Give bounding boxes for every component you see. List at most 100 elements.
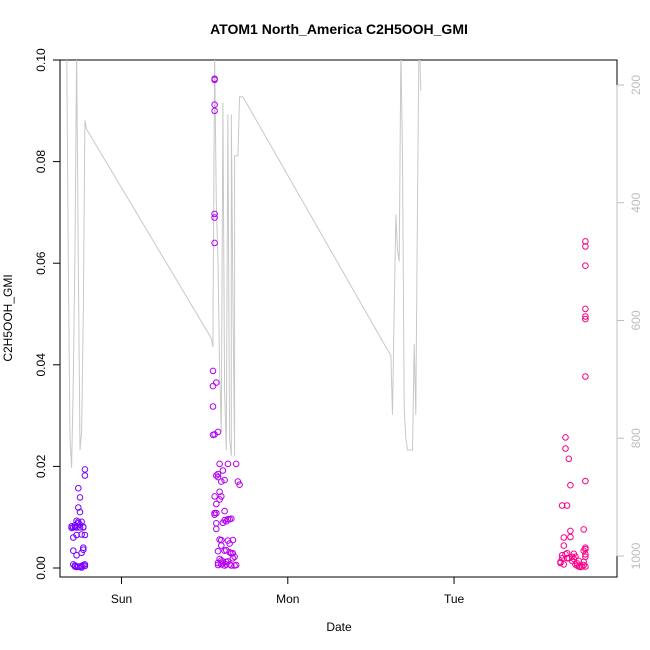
y-tick-label: 0.10: [34, 48, 48, 72]
data-point: [560, 534, 568, 541]
right-tick-label: 400: [629, 192, 643, 212]
data-point: [214, 470, 222, 478]
data-point: [567, 481, 574, 489]
x-tick-label: Sun: [111, 592, 132, 606]
data-point: [558, 555, 566, 562]
data-point: [219, 467, 227, 474]
data-point: [232, 561, 240, 569]
data-point: [224, 460, 232, 468]
data-point: [81, 472, 89, 479]
y-tick-label: 0.08: [34, 150, 48, 174]
data-point: [211, 493, 218, 500]
data-point: [229, 550, 237, 557]
data-point: [209, 403, 217, 410]
data-point: [578, 563, 586, 570]
data-point: [211, 511, 218, 519]
data-point: [580, 561, 588, 569]
data-point: [232, 460, 240, 468]
data-point: [73, 531, 80, 539]
plot-inner: [66, 60, 589, 571]
data-point: [562, 445, 569, 452]
data-point: [211, 101, 218, 108]
data-point: [582, 262, 589, 270]
data-point: [211, 214, 218, 221]
data-point: [218, 493, 225, 500]
y-axis-label: C2H5OOH_GMI: [1, 274, 15, 361]
x-tick-label: Mon: [276, 592, 299, 606]
data-point: [562, 551, 569, 558]
data-point: [582, 551, 589, 558]
data-point: [565, 455, 573, 463]
y-tick-label: 0.02: [34, 454, 48, 478]
data-point: [221, 476, 228, 484]
data-point: [81, 466, 89, 473]
data-point: [213, 379, 220, 386]
data-point: [78, 531, 85, 538]
scatter-series-1: [68, 466, 89, 571]
right-tick-label: 600: [629, 310, 643, 330]
data-point: [76, 494, 84, 501]
data-point: [81, 531, 89, 539]
data-point: [213, 472, 220, 479]
data-point: [214, 428, 222, 436]
data-point: [214, 547, 222, 555]
data-point: [572, 553, 579, 561]
data-point: [582, 477, 589, 485]
data-point: [582, 313, 589, 320]
chart-title: ATOM1 North_America C2H5OOH_GMI: [210, 21, 468, 37]
data-point: [80, 546, 87, 554]
data-point: [582, 305, 589, 313]
data-point: [216, 460, 223, 468]
data-point: [209, 367, 217, 375]
data-point: [81, 562, 89, 570]
right-tick-label: 800: [629, 428, 643, 448]
x-axis-label: Date: [326, 620, 352, 634]
data-point: [582, 553, 589, 561]
y-tick-label: 0.06: [34, 251, 48, 275]
data-point: [582, 544, 589, 552]
data-point: [223, 546, 230, 554]
data-point: [211, 107, 218, 115]
data-point: [218, 536, 225, 544]
data-point: [560, 561, 568, 568]
data-point: [560, 542, 568, 549]
data-point: [214, 473, 222, 481]
data-point: [73, 552, 80, 559]
data-point: [218, 478, 225, 485]
x-axis: Sun Mon Tue: [111, 576, 464, 606]
y-tick-label: 0.00: [34, 556, 48, 580]
data-point: [76, 508, 84, 516]
data-point: [213, 525, 220, 533]
data-point: [80, 524, 87, 531]
data-point: [580, 526, 588, 533]
data-point: [221, 507, 228, 515]
right-tick-label: 200: [629, 75, 643, 95]
scatter-series-2: [209, 75, 243, 569]
data-point: [562, 434, 569, 441]
data-point: [70, 547, 77, 555]
data-point: [80, 544, 87, 552]
data-point: [229, 536, 237, 544]
data-point: [231, 553, 238, 561]
pressure-line: [66, 60, 422, 468]
right-y-axis: 200 400 600 800 1000: [616, 75, 643, 569]
data-point: [563, 502, 571, 509]
right-tick-label: 1000: [629, 542, 643, 569]
data-point: [213, 500, 220, 508]
data-point: [211, 239, 218, 247]
data-point: [582, 238, 589, 245]
data-point: [228, 562, 235, 569]
data-point: [75, 484, 82, 492]
data-point: [209, 382, 217, 390]
data-point: [211, 75, 218, 83]
data-point: [226, 540, 233, 547]
data-point: [558, 502, 566, 509]
data-point: [567, 527, 574, 535]
data-point: [229, 555, 237, 562]
data-point: [236, 481, 243, 489]
data-point: [582, 315, 589, 323]
data-point: [568, 557, 576, 565]
data-point: [582, 243, 589, 250]
